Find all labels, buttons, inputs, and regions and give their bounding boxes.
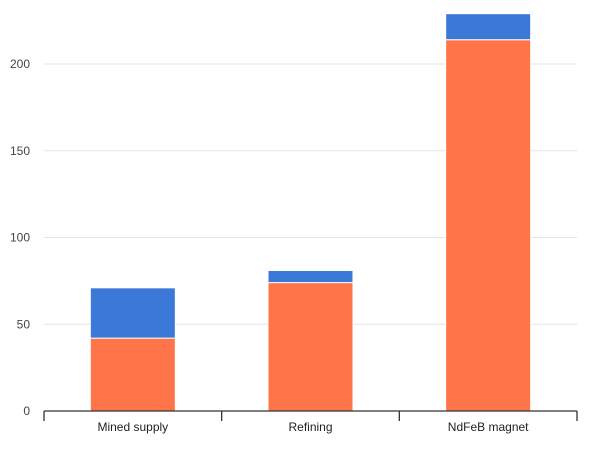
bar-segment [89, 287, 176, 339]
bar-segment [445, 39, 532, 412]
bars [89, 13, 532, 412]
tick-labels: 0 50 100 150 200 Mined supply Refining NdFeB ma… [10, 57, 529, 434]
x-tick-label: NdFeB magnet [448, 420, 529, 434]
x-tick-label: Mined supply [97, 420, 168, 434]
bar-segment [267, 282, 354, 412]
x-tick-label: Refining [288, 420, 332, 434]
y-tick-label: 50 [17, 317, 31, 331]
bar-segment [445, 13, 532, 41]
y-tick-label: 0 [23, 404, 30, 418]
bar-segment [267, 269, 354, 284]
y-tick-label: 150 [10, 144, 30, 158]
y-tick-label: 100 [10, 231, 30, 245]
axes [43, 410, 578, 421]
bar-segment [89, 337, 176, 412]
y-tick-label: 200 [10, 57, 30, 71]
